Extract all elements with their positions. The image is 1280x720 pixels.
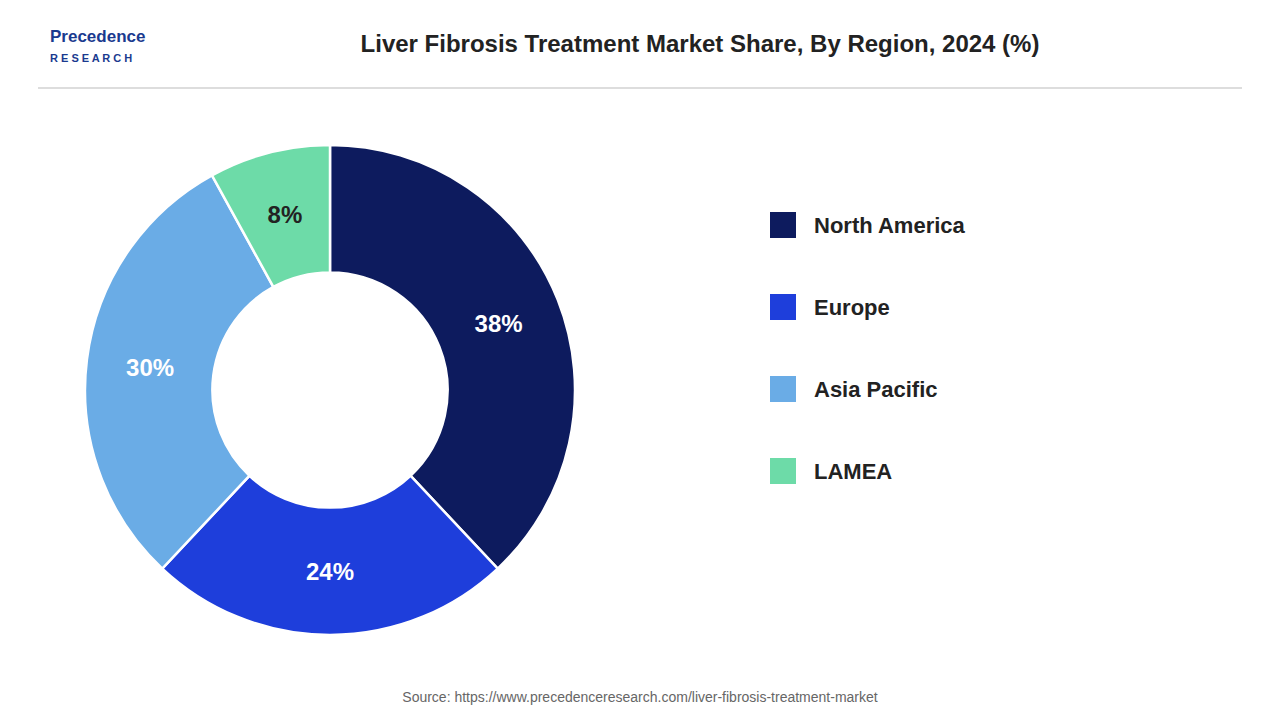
logo-line: Precedence [50, 27, 145, 46]
header-rule [38, 88, 1242, 89]
slices [85, 145, 575, 635]
logo-line: R E S E A R C H [50, 52, 132, 64]
background [0, 0, 1280, 720]
data-label: 30% [126, 354, 174, 381]
data-labels: 38% 24% 30% 8% [126, 201, 522, 585]
data-label: 24% [306, 558, 354, 585]
legend-label: LAMEA [814, 459, 892, 484]
legend-swatch [770, 294, 796, 320]
source-note: Source: https://www.precedenceresearch.c… [402, 689, 878, 705]
data-label: 38% [475, 310, 523, 337]
legend-label: Asia Pacific [814, 377, 938, 402]
chart-root: Precedence R E S E A R C H Liver Fibrosis … [0, 0, 1280, 720]
legend-swatch [770, 212, 796, 238]
slice [212, 145, 330, 287]
title: Liver Fibrosis Treatment Market Share, B… [361, 30, 1040, 57]
legend-label: North America [814, 213, 966, 238]
legend-swatch [770, 376, 796, 402]
legend-swatch [770, 458, 796, 484]
legend: North America Europe Asia Pacific LAMEA [770, 212, 966, 484]
legend-label: Europe [814, 295, 890, 320]
data-label: 8% [268, 201, 303, 228]
